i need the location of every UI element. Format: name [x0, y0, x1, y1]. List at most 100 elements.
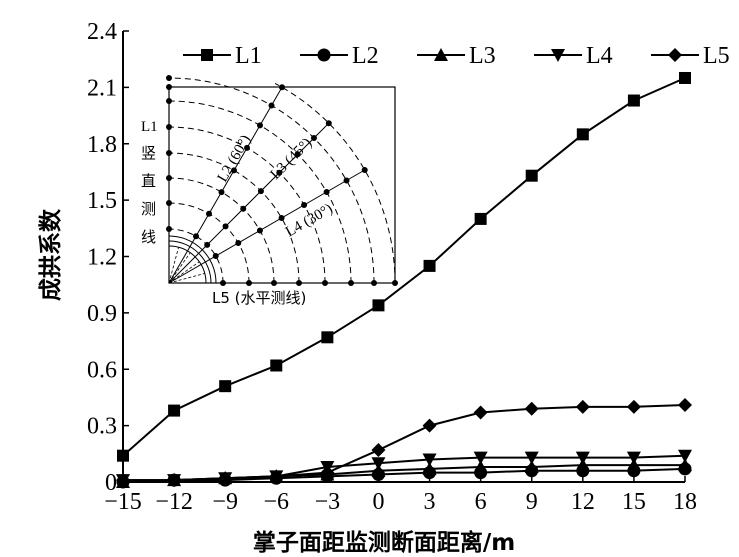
data-point-l1: [321, 331, 334, 344]
inset-measure-point: [325, 120, 332, 127]
inset-measure-point: [276, 169, 283, 176]
inset-fan-line: [168, 252, 191, 284]
legend-label-l3: L3: [469, 43, 496, 69]
inset-label-vertical: 竖: [141, 144, 156, 162]
legend-label-l5: L5: [703, 43, 730, 69]
inset-measure-point: [166, 75, 172, 81]
inset-label-l1: L1: [141, 119, 158, 135]
inset-measure-point: [343, 177, 350, 184]
data-point-l5: [422, 418, 437, 433]
legend: L1 L2 L3 L4 L5: [183, 43, 730, 69]
inset-measure-point: [166, 175, 172, 181]
inset-measure-point: [218, 189, 225, 196]
series: [116, 71, 692, 489]
inset-measure-point: [268, 102, 275, 109]
inset-measure-point: [240, 205, 247, 212]
data-point-l1: [117, 449, 129, 462]
x-tick-label: −6: [263, 489, 289, 515]
inset-label-l5: L5 (水平测线): [212, 289, 306, 307]
x-tick-label: 15: [622, 489, 646, 515]
y-tick-label: 0.6: [87, 357, 117, 383]
data-point-l5: [320, 465, 335, 480]
legend-label-l2: L2: [352, 43, 379, 69]
inset-measure-point: [166, 124, 172, 130]
x-tick-label: 3: [424, 489, 436, 515]
data-point-l3: [678, 458, 692, 472]
data-point-l4: [524, 451, 539, 465]
tick-labels: −15 −12 −9 −6 −3 0 3 6 9 12 15 18 0 0.3 0.6 0.9 1.2 1.5 1.…: [87, 19, 697, 515]
data-point-l5: [269, 469, 284, 484]
legend-marker-l2: [317, 48, 331, 62]
data-point-l3: [422, 461, 437, 475]
data-point-l5: [626, 399, 641, 414]
x-tick-label: −9: [212, 489, 238, 515]
inset-measuring-line: [168, 87, 283, 284]
data-point-l4: [422, 453, 437, 467]
inset-measure-point: [222, 223, 229, 230]
y-tick-label: 1.5: [87, 188, 117, 214]
inset-fan-line: [168, 247, 179, 284]
inset-measure-point: [206, 210, 212, 217]
x-axis-title: 掌子面距监测断面距离/m: [253, 529, 515, 556]
data-point-l5: [524, 401, 539, 416]
inset-measure-point: [212, 253, 219, 259]
inset-measure-point: [294, 151, 301, 158]
inset-measure-point: [246, 280, 252, 286]
data-point-l3: [473, 459, 488, 473]
inset-measure-point: [166, 200, 172, 206]
series-l1: [117, 71, 691, 462]
inset-measure-point: [348, 280, 354, 286]
inset-measure-point: [301, 202, 308, 208]
x-tick-label: −12: [155, 489, 193, 515]
inset-measure-point: [271, 280, 277, 286]
inset-measure-point: [257, 188, 264, 195]
data-point-l3: [524, 459, 539, 473]
y-tick-label: 2.4: [87, 19, 117, 45]
data-point-l5: [473, 405, 488, 420]
y-tick-label: 1.2: [87, 245, 117, 271]
inset-measure-point: [257, 122, 263, 129]
y-axis-title: 成拱系数: [38, 208, 64, 301]
x-tick-label: −15: [104, 489, 142, 515]
inset-measuring-line: [168, 122, 330, 284]
x-tick-label: 6: [475, 489, 487, 515]
inset-measure-point: [361, 167, 368, 173]
inset-frame: [168, 86, 396, 284]
legend-marker-l4: [551, 49, 565, 62]
inset-label-vertical: 线: [141, 228, 156, 246]
data-point-l3: [371, 463, 386, 477]
inset-fan-line: [168, 261, 200, 284]
series-line-l2: [122, 467, 686, 483]
y-tick-label: 1.8: [87, 132, 117, 158]
inset-measure-point: [204, 241, 211, 248]
inset-measure-point: [371, 280, 377, 286]
inset-measure-point: [323, 189, 330, 195]
series-line-l4: [123, 454, 686, 482]
inset-measure-point: [166, 84, 172, 90]
x-tick-label: 0: [372, 489, 384, 515]
inset-measure-point: [235, 240, 242, 246]
inset-measure-point: [166, 98, 172, 104]
data-point-l1: [168, 404, 181, 417]
x-tick-label: 9: [526, 489, 538, 515]
legend-marker-l3: [434, 48, 448, 61]
inset-measure-point: [296, 280, 302, 286]
series-line-l5: [123, 403, 686, 482]
y-tick-label: 0.9: [87, 301, 117, 327]
y-tick-label: 0: [105, 470, 117, 496]
data-point-l4: [371, 457, 386, 471]
data-point-l1: [627, 94, 640, 107]
x-tick-label: −3: [315, 489, 341, 515]
inset-measure-point: [322, 280, 328, 286]
data-point-l1: [525, 169, 538, 182]
inset-label-vertical: 直: [141, 172, 156, 190]
data-point-l3: [575, 458, 590, 472]
data-point-l5: [678, 397, 692, 412]
data-point-l4: [626, 451, 641, 465]
y-tick-label: 0.3: [87, 414, 117, 440]
series-l2: [116, 462, 692, 489]
data-point-l1: [219, 380, 232, 393]
data-point-l1: [576, 128, 589, 141]
